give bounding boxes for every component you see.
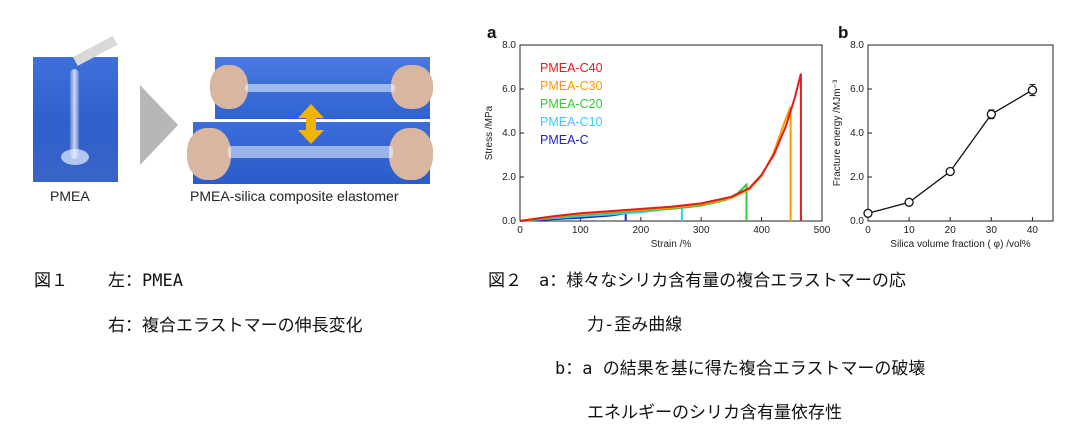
y-tick-label: 2.0 [502, 172, 516, 183]
x-tick-label: 500 [814, 225, 831, 236]
panel-label: b [838, 23, 848, 42]
gel-strand [70, 69, 79, 159]
pmea-photo [33, 35, 118, 182]
x-tick-label: 300 [693, 225, 710, 236]
x-tick-label: 400 [753, 225, 770, 236]
finger-left [210, 65, 248, 109]
x-tick-label: 200 [632, 225, 649, 236]
gel-blob [61, 149, 89, 165]
x-tick-label: 40 [1027, 225, 1039, 236]
figure2-caption-line4: エネルギーのシリカ含有量依存性 [587, 403, 842, 423]
trend-line [867, 89, 1033, 214]
y-tick-label: 4.0 [850, 128, 864, 139]
data-point [863, 208, 873, 218]
y-axis-label: Fracture energy /MJm⁻³ [832, 79, 843, 186]
elastomer-strip [245, 84, 395, 92]
panel-label: a [487, 23, 497, 42]
pmea-photo-caption: PMEA [50, 188, 90, 204]
legend-entry: PMEA-C [540, 133, 589, 147]
finger-right [391, 65, 433, 109]
legend-entry: PMEA-C30 [540, 79, 603, 93]
x-tick-label: 0 [517, 225, 523, 236]
y-tick-label: 6.0 [502, 84, 516, 95]
legend-entry: PMEA-C10 [540, 115, 603, 129]
x-tick-label: 10 [904, 225, 916, 236]
data-point [904, 197, 914, 207]
x-axis-label: Silica volume fraction ( φ) /vol% [890, 239, 1031, 250]
finger-right [389, 128, 433, 180]
figure1-caption-right: 右：複合エラストマーの伸長変化 [108, 316, 363, 336]
finger-left [187, 128, 231, 180]
y-tick-label: 8.0 [502, 40, 516, 51]
data-point [945, 166, 955, 177]
data-point [986, 109, 996, 119]
y-tick-label: 0.0 [850, 216, 864, 227]
figure1-caption-left: 左：PMEA [108, 271, 183, 291]
y-axis-label: Stress /MPa [484, 105, 495, 160]
elastomer-strip [228, 146, 393, 158]
figure2-caption-line2: 力-歪み曲線 [587, 315, 683, 335]
composite-photo-caption: PMEA-silica composite elastomer [190, 188, 399, 204]
stretched-sample-photo [210, 57, 433, 119]
x-axis-label: Strain /% [651, 239, 692, 250]
legend-entry: PMEA-C40 [540, 61, 603, 75]
series-line [519, 73, 802, 222]
x-tick-label: 100 [572, 225, 589, 236]
legend-entry: PMEA-C20 [540, 97, 603, 111]
figure2-caption-line1: 図２ a：様々なシリカ含有量の複合エラストマーの応 [488, 271, 906, 291]
x-tick-label: 0 [865, 225, 871, 236]
figure1-caption-label: 図１ [34, 271, 68, 291]
x-tick-label: 20 [945, 225, 957, 236]
y-tick-label: 0.0 [502, 216, 516, 227]
x-tick-label: 30 [986, 225, 998, 236]
double-arrow-icon [298, 104, 324, 144]
data-point [1027, 85, 1038, 95]
y-tick-label: 4.0 [502, 128, 516, 139]
figure2-caption-line3: b：a の結果を基に得た複合エラストマーの破壊 [555, 359, 926, 379]
plot-frame [867, 44, 1054, 222]
y-tick-label: 8.0 [850, 40, 864, 51]
arrow-right-shape [140, 85, 178, 165]
y-tick-label: 6.0 [850, 84, 864, 95]
y-tick-label: 2.0 [850, 172, 864, 183]
